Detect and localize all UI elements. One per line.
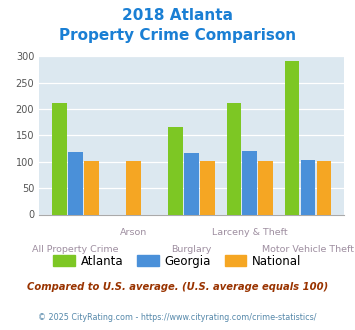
Text: 2018 Atlanta: 2018 Atlanta bbox=[122, 8, 233, 23]
Bar bbox=[301, 160, 315, 214]
Bar bbox=[126, 161, 141, 215]
Text: Compared to U.S. average. (U.S. average equals 100): Compared to U.S. average. (U.S. average … bbox=[27, 282, 328, 292]
Bar bbox=[168, 127, 183, 214]
Text: All Property Crime: All Property Crime bbox=[32, 245, 119, 254]
Bar bbox=[200, 161, 215, 215]
Text: Arson: Arson bbox=[120, 228, 147, 237]
Text: Larceny & Theft: Larceny & Theft bbox=[212, 228, 288, 237]
Text: © 2025 CityRating.com - https://www.cityrating.com/crime-statistics/: © 2025 CityRating.com - https://www.city… bbox=[38, 314, 317, 322]
Bar bbox=[52, 103, 67, 214]
Text: Property Crime Comparison: Property Crime Comparison bbox=[59, 28, 296, 43]
Text: Motor Vehicle Theft: Motor Vehicle Theft bbox=[262, 245, 354, 254]
Bar bbox=[242, 151, 257, 214]
Bar bbox=[68, 152, 83, 214]
Bar bbox=[317, 161, 331, 215]
Text: Burglary: Burglary bbox=[171, 245, 212, 254]
Bar bbox=[84, 161, 99, 215]
Bar bbox=[258, 161, 273, 215]
Bar bbox=[184, 153, 199, 214]
Legend: Atlanta, Georgia, National: Atlanta, Georgia, National bbox=[49, 250, 306, 273]
Bar bbox=[226, 103, 241, 214]
Bar bbox=[285, 61, 299, 214]
